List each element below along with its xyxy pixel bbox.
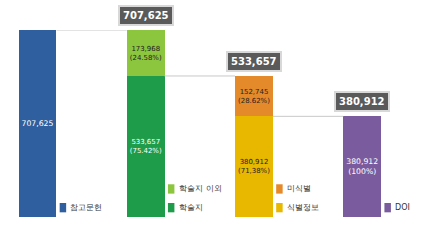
svg-text:미식별: 미식별 xyxy=(287,184,311,193)
svg-text:707,625: 707,625 xyxy=(22,119,54,128)
svg-text:380,912(100%): 380,912(100%) xyxy=(346,157,378,176)
svg-text:173,968(24.58%): 173,968(24.58%) xyxy=(130,45,162,62)
svg-text:533,657: 533,657 xyxy=(231,56,277,67)
svg-text:152,745(28.62%): 152,745(28.62%) xyxy=(238,88,270,105)
svg-text:참고문헌: 참고문헌 xyxy=(70,203,102,212)
svg-text:식별정보: 식별정보 xyxy=(287,203,319,212)
svg-text:학술지: 학술지 xyxy=(179,203,203,212)
svg-text:707,625: 707,625 xyxy=(123,10,169,21)
svg-text:380,912(71,38%): 380,912(71,38%) xyxy=(238,158,270,175)
svg-text:학술지 이외: 학술지 이외 xyxy=(179,184,222,193)
svg-text:380,912: 380,912 xyxy=(339,96,385,107)
svg-text:DOI: DOI xyxy=(395,203,410,212)
svg-text:533,657(75.42%): 533,657(75.42%) xyxy=(130,138,162,155)
